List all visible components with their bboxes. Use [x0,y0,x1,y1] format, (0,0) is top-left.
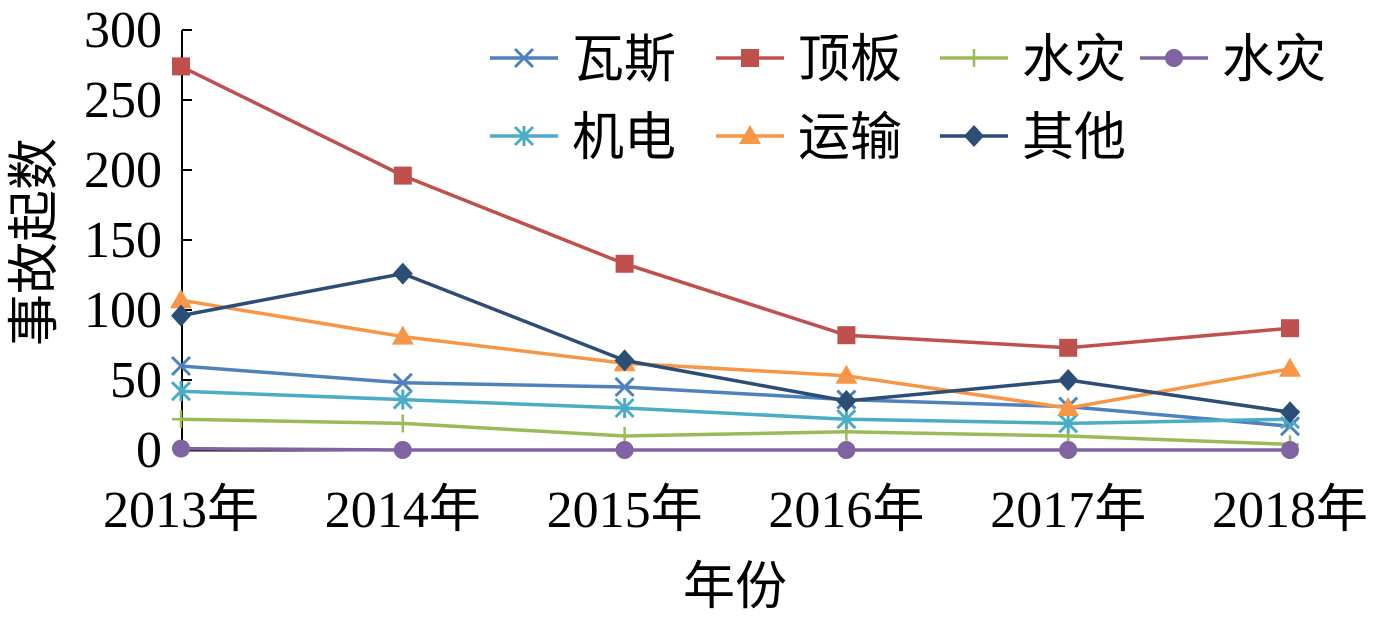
x-tick-label: 2015年 [547,482,703,539]
data-point [836,390,857,412]
data-point [614,376,635,398]
x-axis-title: 年份 [683,559,787,616]
data-point [172,410,190,429]
data-point [391,325,414,345]
data-point [1281,441,1299,459]
legend-item: 顶板 [716,32,902,89]
data-point [837,326,856,345]
data-point [172,439,190,458]
legend-item: 其他 [940,110,1126,167]
y-tick-label: 150 [84,212,162,269]
data-point [393,166,412,185]
x-tick-label: 2014年 [325,482,481,539]
data-point [172,57,190,76]
x-tick-label: 2018年 [1212,482,1368,539]
series-line [180,389,1291,426]
legend-marker [739,125,761,144]
series-line [180,64,1291,350]
y-tick-label: 50 [110,352,162,409]
legend-marker [965,49,983,67]
legend-label: 机电 [572,110,676,167]
series-line [180,364,1291,428]
x-tick-label: 2017年 [990,482,1146,539]
legend-item: 运输 [716,110,902,167]
x-tick-label: 2013年 [103,482,259,539]
legend-label: 瓦斯 [572,32,676,89]
data-point [393,441,412,459]
legend-marker [513,47,535,69]
legend-label: 水灾 [1222,32,1326,89]
legend-label: 其他 [1022,110,1126,167]
data-point [614,349,635,372]
data-point [170,355,192,377]
data-point [835,364,858,384]
y-tick-label: 0 [136,422,162,479]
x-tick-label: 2016年 [768,482,924,539]
series-line [180,271,1291,414]
data-point [393,414,412,433]
legend-label: 顶板 [798,32,902,89]
y-tick-label: 300 [84,2,162,59]
data-point [836,409,857,430]
legend-item: 水灾 [1140,32,1326,89]
data-point [392,372,413,393]
data-point [171,304,191,327]
data-point [1057,397,1080,416]
legend-item: 机电 [490,110,676,167]
data-point [1058,413,1079,434]
data-point [615,441,634,459]
data-point [392,389,413,410]
data-point [1059,441,1078,459]
data-point [1281,319,1299,338]
legend-label: 运输 [798,110,902,167]
legend-marker [1165,49,1183,67]
series-line [180,446,1290,452]
legend-item: 水灾 [940,32,1126,89]
legend-label: 水灾 [1022,32,1126,89]
data-point [392,262,413,285]
y-tick-label: 200 [84,142,162,199]
data-point [1059,338,1078,357]
y-tick-label: 250 [84,72,162,129]
y-axis-title: 事故起数 [7,138,64,346]
legend-marker [513,125,535,147]
data-point [615,254,634,273]
legend-item: 瓦斯 [490,32,676,89]
y-tick-label: 100 [84,282,162,339]
data-point [837,441,856,459]
data-point [1279,357,1301,377]
series-line [180,298,1291,410]
series-line [180,417,1291,447]
data-point [614,397,635,419]
legend-marker [741,49,759,67]
data-point [1280,401,1300,424]
data-point [170,381,192,402]
data-point [1058,369,1079,391]
data-point [170,289,192,309]
legend-marker [964,125,984,147]
